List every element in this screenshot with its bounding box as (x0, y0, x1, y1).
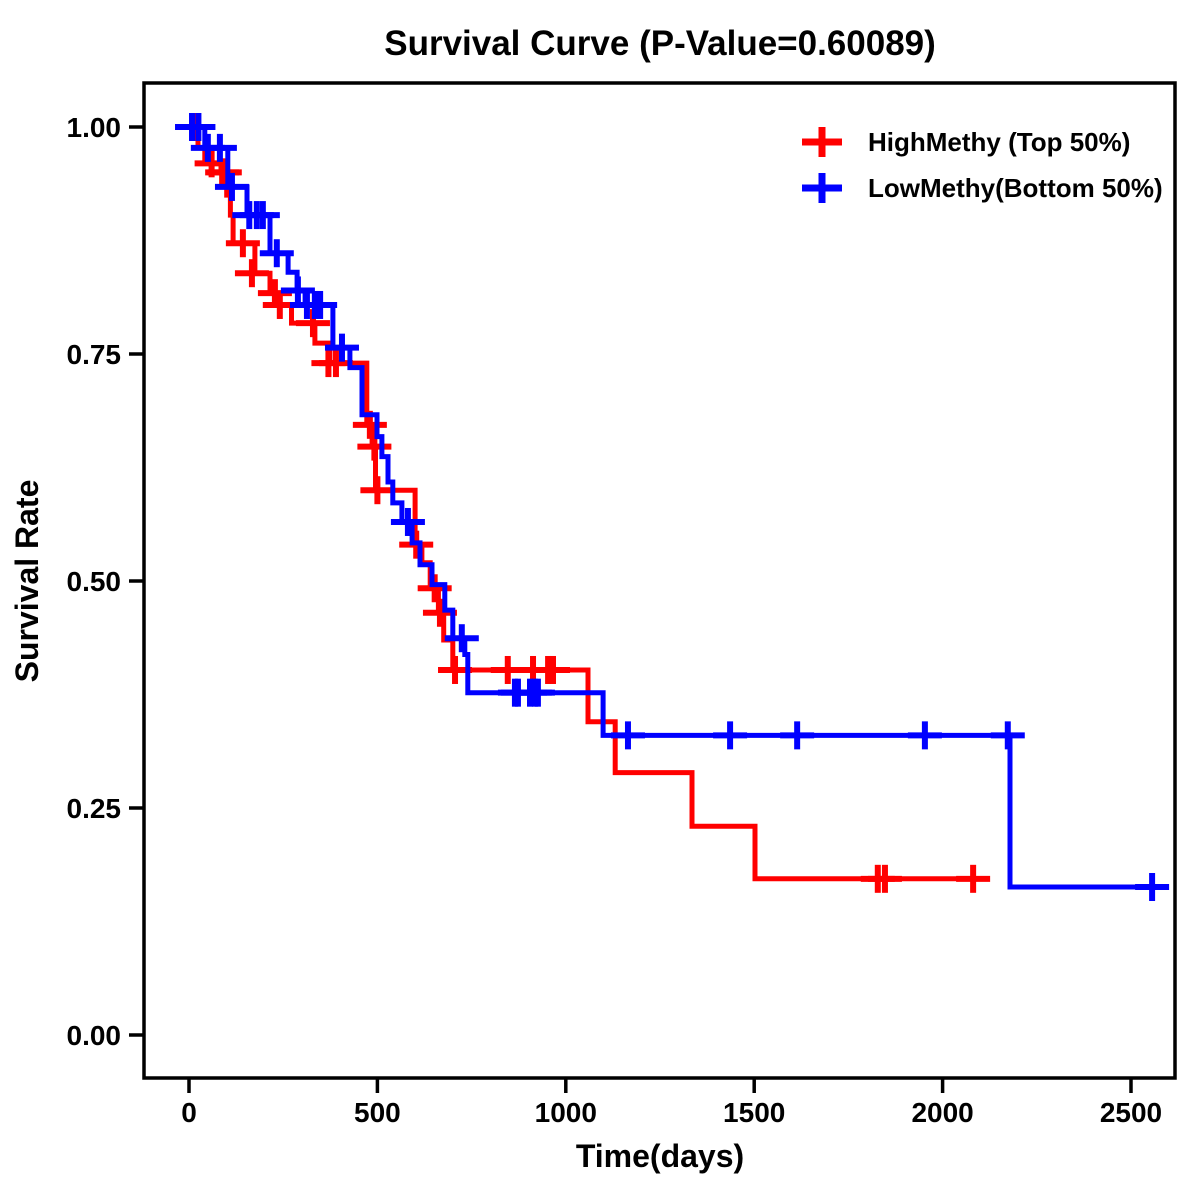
legend-label-highmethy: HighMethy (Top 50%) (868, 127, 1130, 157)
survival-curves (175, 113, 1170, 901)
x-tick-label: 1500 (723, 1097, 785, 1128)
x-tick-label: 2000 (911, 1097, 973, 1128)
lowmethy-curve (175, 113, 1170, 901)
y-axis-title: Survival Rate (9, 480, 45, 683)
highmethy-curve (179, 113, 991, 893)
x-tick-label: 0 (181, 1097, 197, 1128)
x-axis-title: Time(days) (576, 1138, 744, 1174)
y-tick-label: 0.50 (67, 566, 122, 597)
legend-item-lowmethy: LowMethy(Bottom 50%) (802, 173, 1163, 203)
step-line (189, 124, 988, 882)
x-tick-label: 500 (354, 1097, 401, 1128)
censor-plus-icon (802, 173, 842, 203)
y-tick-label: 1.00 (67, 112, 122, 143)
plot-frame (142, 81, 1177, 1080)
y-tick-label: 0.25 (67, 793, 122, 824)
x-tick-label: 1000 (535, 1097, 597, 1128)
chart-title: Survival Curve (P-Value=0.60089) (384, 24, 936, 63)
x-tick-label: 2500 (1100, 1097, 1162, 1128)
y-tick-label: 0.75 (67, 339, 122, 370)
legend-label-lowmethy: LowMethy(Bottom 50%) (868, 173, 1163, 203)
axes: 0 500 1000 1500 2000 2500 0.00 0.25 0.50 0.75 1.00 (67, 112, 1163, 1128)
legend-item-highmethy: HighMethy (Top 50%) (802, 127, 1130, 157)
censor-plus-icon (802, 127, 842, 157)
y-tick-label: 0.00 (67, 1020, 122, 1051)
legend: HighMethy (Top 50%) LowMethy(Bottom 50%) (802, 127, 1163, 203)
